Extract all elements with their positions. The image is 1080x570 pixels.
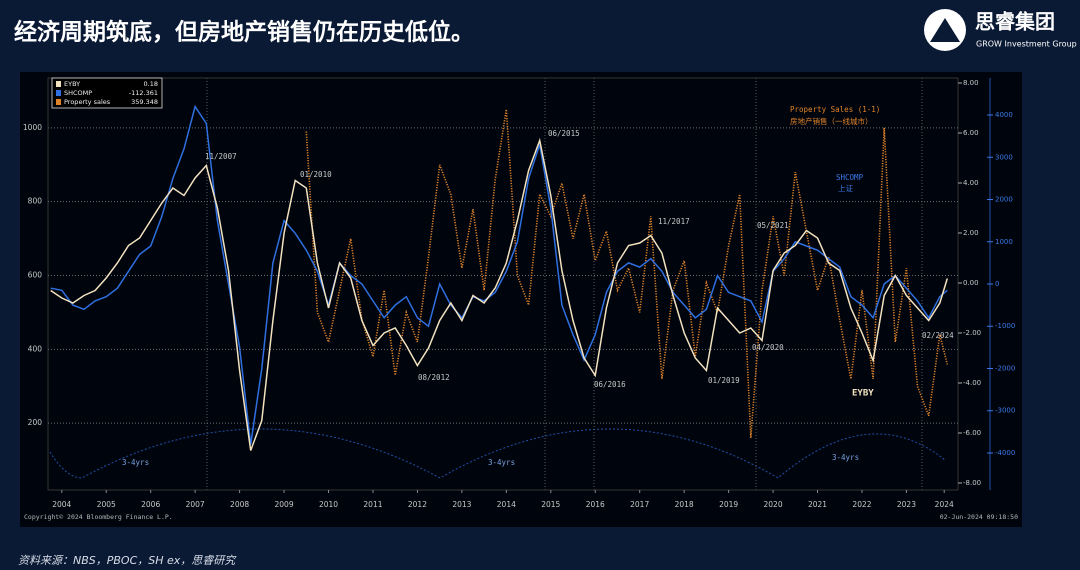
x-tick-label: 2011 <box>363 500 382 509</box>
y-tick-label: 800 <box>28 197 43 206</box>
x-tick-label: 2015 <box>541 500 560 509</box>
x-tick-label: 2012 <box>408 500 427 509</box>
x-tick-label: 2016 <box>586 500 605 509</box>
legend-swatch <box>56 81 61 87</box>
annotation: 04/2020 <box>752 343 784 352</box>
copyright: Copyright© 2024 Bloomberg Finance L.P. <box>24 513 173 521</box>
annotation: 06/2016 <box>594 380 626 389</box>
annotation: 3-4yrs <box>832 453 859 462</box>
annotation: 11/2007 <box>205 152 237 161</box>
annotation: 3-4yrs <box>488 458 515 467</box>
plot-frame <box>47 77 959 491</box>
y2-tick-label: -4.00 <box>963 379 981 387</box>
x-tick-label: 2022 <box>852 500 871 509</box>
x-tick-label: 2008 <box>230 500 249 509</box>
series-line <box>305 109 949 438</box>
x-tick-label: 2017 <box>630 500 649 509</box>
y3-tick-label: 3000 <box>995 153 1013 161</box>
annotation: SHCOMP <box>836 173 864 182</box>
annotation: 06/2015 <box>548 129 580 138</box>
cycle-arcs <box>49 78 946 490</box>
y2-tick-label: 6.00 <box>963 129 979 137</box>
annotation: 上证 <box>838 184 853 193</box>
x-tick-label: 2019 <box>719 500 738 509</box>
legend-swatch <box>56 99 61 105</box>
x-tick-label: 2020 <box>764 500 783 509</box>
legend-label: EYBY <box>64 80 80 88</box>
x-tick-label: 2023 <box>897 500 916 509</box>
logo-name: 思睿集团 <box>975 10 1055 34</box>
y3-tick-label: -2000 <box>995 364 1015 372</box>
y2-tick-label: 2.00 <box>963 229 979 237</box>
series-line <box>50 104 948 445</box>
annotation: EYBY <box>852 389 874 399</box>
y3-tick-label: 2000 <box>995 196 1013 204</box>
annotation: 05/2021 <box>757 221 789 230</box>
y2-tick-label: 8.00 <box>963 79 979 87</box>
timestamp: 02-Jun-2024 09:18:50 <box>940 513 1018 521</box>
y2-tick-label: 4.00 <box>963 179 979 187</box>
y2-tick-label: 0.00 <box>963 279 979 287</box>
chart-panel <box>20 72 1022 527</box>
y-tick-label: 200 <box>28 418 43 427</box>
legend-box <box>51 77 163 109</box>
legend: EYBY 0.18 SHCOMP -112.361 Property sales 359.… <box>51 77 163 109</box>
annotation: 11/2017 <box>658 217 690 226</box>
legend-swatch <box>56 90 61 96</box>
x-tick-label: 2021 <box>808 500 827 509</box>
y3-tick-label: -4000 <box>995 449 1015 457</box>
legend-label: SHCOMP <box>64 89 92 97</box>
annotation: 房地产销售（一线城市） <box>790 116 873 126</box>
legend-value: -112.361 <box>129 89 158 97</box>
y3-tick-label: 4000 <box>995 111 1013 119</box>
y-tick-label: 1000 <box>23 123 42 132</box>
y3-tick-label: 1000 <box>995 238 1013 246</box>
legend-value: 0.18 <box>144 80 158 88</box>
annotation: 3-4yrs <box>122 458 149 467</box>
cycle-arc <box>49 428 946 479</box>
x-tick-label: 2014 <box>497 500 516 509</box>
annotation: 02/2024 <box>922 331 954 340</box>
logo: 思睿集团 GROW Investment Group <box>924 9 1077 51</box>
y2-tick-label: -2.00 <box>963 329 981 337</box>
y3-tick-label: 0 <box>995 280 999 288</box>
x-tick-label: 2010 <box>319 500 338 509</box>
x-tick-label: 2013 <box>452 500 471 509</box>
x-tick-label: 2006 <box>141 500 160 509</box>
y2-tick-label: -8.00 <box>963 479 981 487</box>
x-tick-label: 2009 <box>275 500 294 509</box>
series-line <box>50 137 949 451</box>
annotation: 08/2012 <box>418 373 450 382</box>
source-note: 资料来源：NBS，PBOC，SH ex，思睿研究 <box>18 554 237 567</box>
x-tick-label: 2005 <box>97 500 116 509</box>
legend-value: 359.348 <box>131 98 158 106</box>
y2-tick-label: -6.00 <box>963 429 981 437</box>
x-tick-label: 2007 <box>186 500 205 509</box>
logo-shape <box>930 18 960 42</box>
logo-sub: GROW Investment Group <box>976 40 1077 49</box>
y-tick-label: 600 <box>28 271 43 280</box>
page-title: 经济周期筑底，但房地产销售仍在历史低位。 <box>14 19 474 46</box>
annotation: Property Sales (1-1) <box>790 105 880 114</box>
y-tick-label: 400 <box>28 344 43 353</box>
x-tick-label: 2018 <box>675 500 694 509</box>
legend-label: Property sales <box>64 98 111 106</box>
y3-tick-label: -3000 <box>995 407 1015 415</box>
annotation: 01/2019 <box>708 376 740 385</box>
x-tick-label: 2024 <box>935 500 954 509</box>
x-tick-label: 2004 <box>52 500 71 509</box>
y3-tick-label: -1000 <box>995 322 1015 330</box>
annotation: 01/2010 <box>300 170 332 179</box>
